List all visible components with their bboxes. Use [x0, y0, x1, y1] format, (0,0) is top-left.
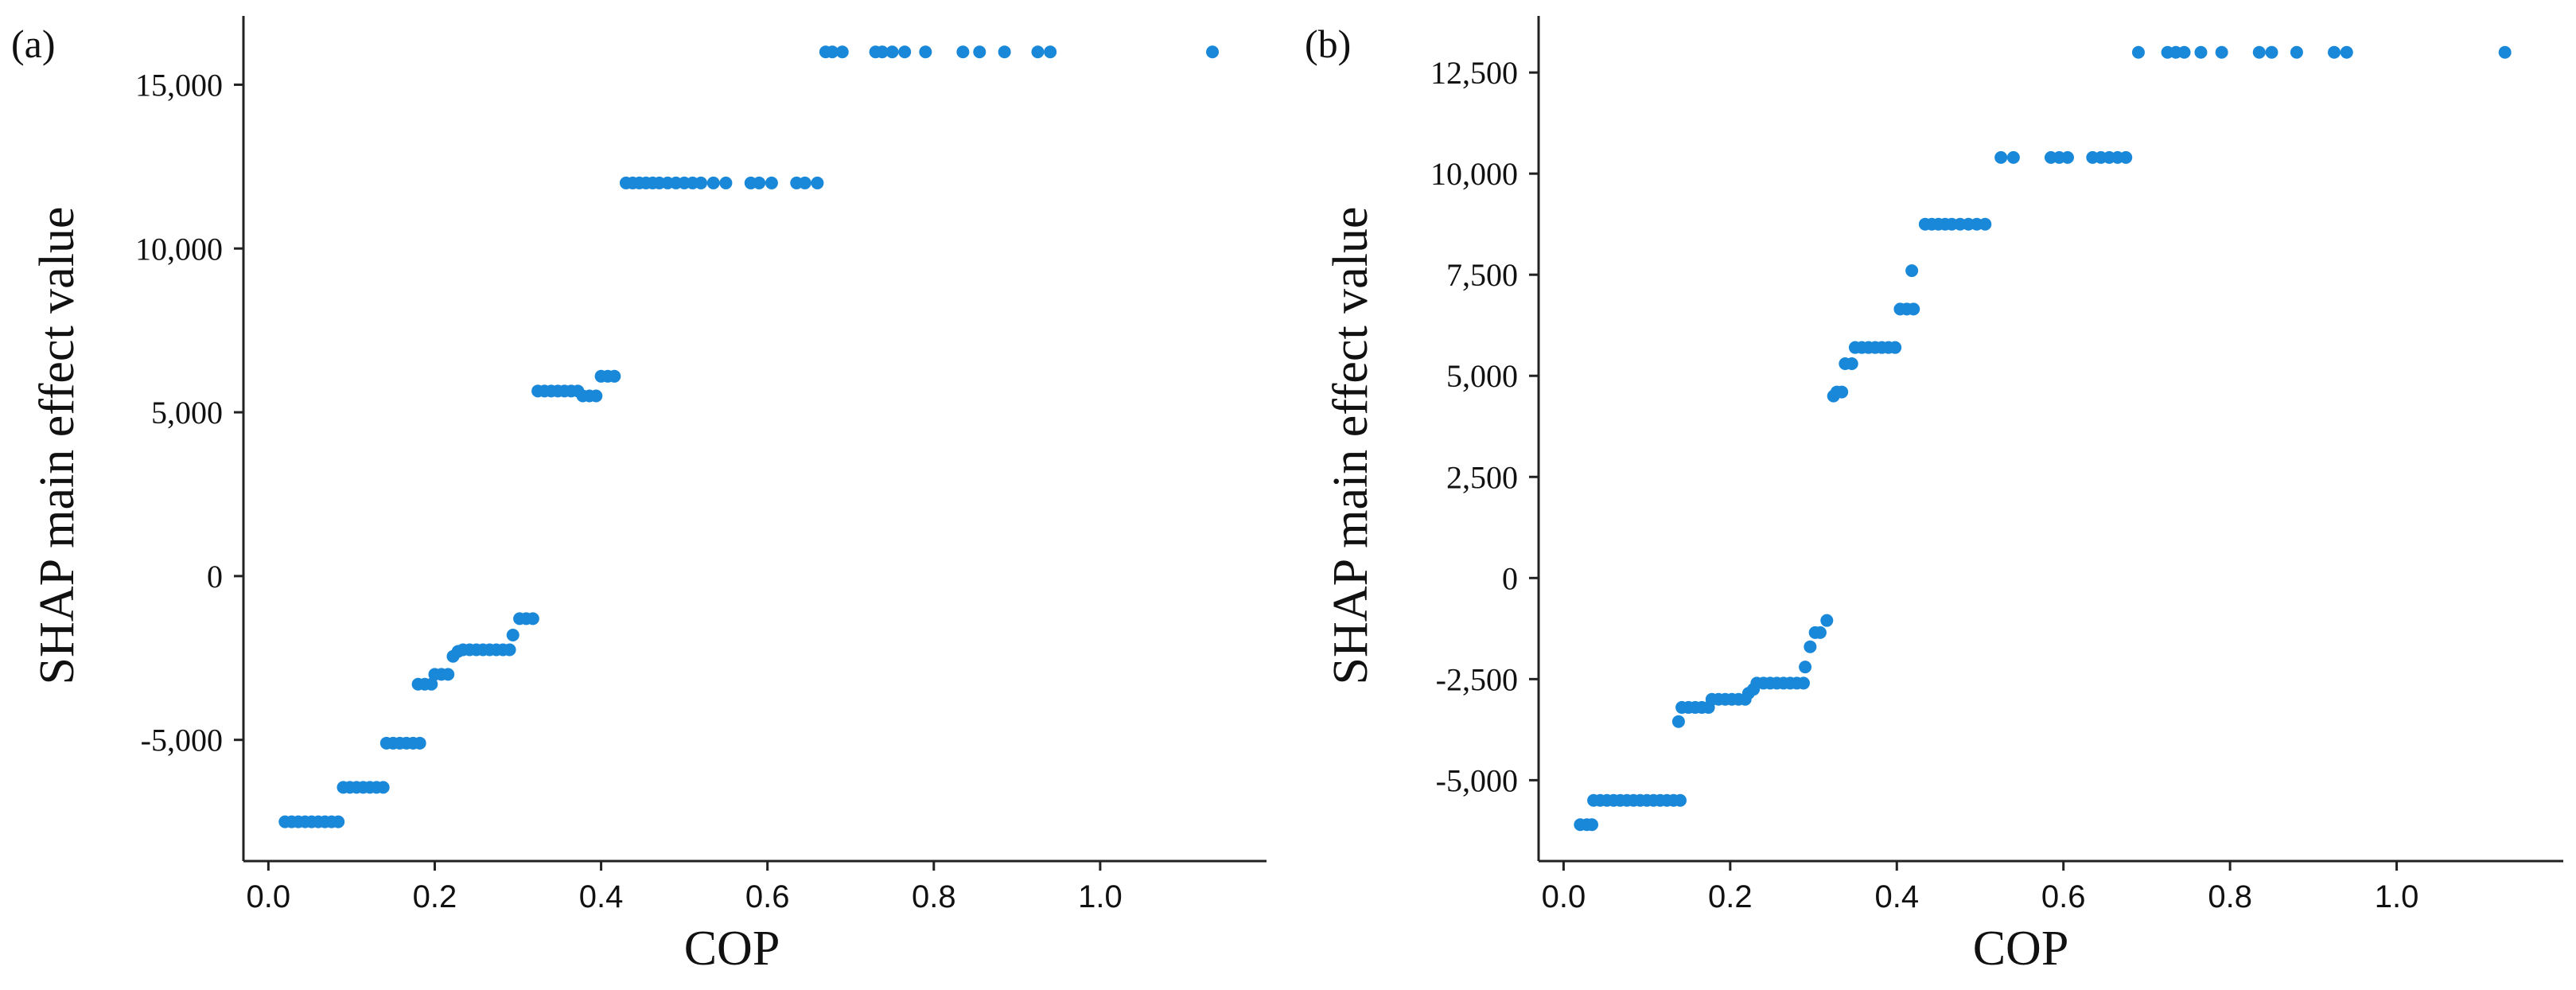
- data-point: [2119, 150, 2133, 164]
- data-point: [1799, 661, 1812, 674]
- data-point: [885, 45, 899, 59]
- data-point: [608, 369, 621, 383]
- y-tick-label: -5,000: [141, 723, 223, 758]
- data-point: [503, 643, 516, 657]
- y-ticks: -5,000 -2,500 0 2,500 5,000 7,500 10,000 12,500: [1430, 55, 1539, 798]
- y-tick-label: -5,000: [1436, 762, 1518, 798]
- y-tick-label: 0: [1502, 560, 1518, 596]
- data-point: [1979, 217, 1992, 231]
- x-tick-label: 0.2: [1708, 879, 1753, 914]
- data-point: [2498, 45, 2512, 59]
- data-point: [1835, 385, 1849, 399]
- data-point: [526, 612, 539, 626]
- data-point: [590, 389, 603, 403]
- data-point: [2006, 150, 2020, 164]
- data-point: [1804, 640, 1817, 653]
- data-point: [765, 176, 778, 189]
- x-axis-title: COP: [1973, 922, 2069, 976]
- x-tick-label: 0.6: [745, 879, 790, 914]
- data-point: [898, 45, 912, 59]
- x-tick-label: 0.4: [1874, 879, 1919, 914]
- data-point: [875, 45, 889, 59]
- data-point: [1674, 793, 1687, 807]
- y-tick-label: 10,000: [135, 231, 223, 267]
- data-point: [425, 677, 438, 691]
- y-tick-label: 2,500: [1446, 459, 1518, 495]
- data-point: [2328, 45, 2341, 59]
- data-point: [706, 176, 720, 189]
- x-tick-label: 0.2: [413, 879, 457, 914]
- data-point: [1044, 45, 1057, 59]
- data-point: [376, 781, 390, 794]
- data-point: [2290, 45, 2303, 59]
- data-point: [998, 45, 1011, 59]
- data-point: [2340, 45, 2353, 59]
- y-axis-title: SHAP main effect value: [30, 207, 84, 685]
- y-tick-label: 12,500: [1430, 55, 1518, 91]
- y-ticks: -5,000 0 5,000 10,000 15,000: [135, 67, 243, 758]
- data-point: [1994, 150, 2008, 164]
- data-point: [919, 45, 932, 59]
- panel-label: (b): [1305, 21, 1351, 66]
- data-point: [2215, 45, 2228, 59]
- y-tick-label: 10,000: [1430, 156, 1518, 192]
- data-point: [442, 668, 455, 681]
- y-tick-label: 5,000: [1446, 358, 1518, 394]
- data-point: [753, 176, 766, 189]
- data-point: [1813, 626, 1827, 639]
- data-point: [1889, 341, 1902, 354]
- data-point: [1905, 264, 1919, 278]
- data-point: [1206, 45, 1220, 59]
- data-point: [695, 176, 708, 189]
- x-tick-label: 0.0: [1542, 879, 1586, 914]
- data-point: [1845, 357, 1858, 370]
- data-point: [332, 815, 345, 828]
- y-tick-label: 7,500: [1446, 257, 1518, 293]
- data-point: [2060, 150, 2074, 164]
- data-point: [2194, 45, 2208, 59]
- x-tick-label: 0.4: [579, 879, 624, 914]
- x-tick-label: 0.0: [247, 879, 291, 914]
- y-tick-label: 5,000: [151, 395, 223, 431]
- x-ticks: 0.0 0.2 0.4 0.6 0.8 1.0: [1542, 861, 2419, 914]
- x-tick-label: 0.6: [2041, 879, 2086, 914]
- data-point: [1820, 614, 1834, 627]
- panel-b: (b) -5,000 -2,500 0 2,500 5,000 7,500 10,000 12…: [1305, 16, 2563, 976]
- x-tick-label: 0.8: [2208, 879, 2252, 914]
- x-axis-title: COP: [684, 922, 780, 976]
- x-tick-label: 1.0: [1078, 879, 1123, 914]
- data-point: [2265, 45, 2278, 59]
- x-tick-label: 1.0: [2375, 879, 2419, 914]
- data-point: [1907, 302, 1920, 316]
- x-ticks: 0.0 0.2 0.4 0.6 0.8 1.0: [247, 861, 1123, 914]
- y-tick-label: -2,500: [1436, 661, 1518, 697]
- y-tick-label: 15,000: [135, 67, 223, 103]
- y-tick-label: 0: [207, 559, 223, 594]
- y-axis-title: SHAP main effect value: [1324, 207, 1378, 685]
- data-point: [811, 176, 824, 189]
- data-point: [506, 628, 519, 641]
- data-point: [835, 45, 849, 59]
- data-point: [719, 176, 733, 189]
- data-point: [1796, 676, 1810, 690]
- data-point: [1586, 818, 1599, 832]
- x-tick-label: 0.8: [912, 879, 956, 914]
- data-point: [1671, 715, 1685, 728]
- data-point: [956, 45, 970, 59]
- data-point: [798, 176, 811, 189]
- data-point: [2252, 45, 2266, 59]
- panel-label: (a): [11, 21, 56, 66]
- data-points: [1574, 45, 2512, 832]
- data-point: [1031, 45, 1045, 59]
- data-point: [826, 45, 839, 59]
- data-points: [278, 45, 1220, 828]
- data-point: [413, 736, 426, 750]
- data-point: [973, 45, 986, 59]
- data-point: [2131, 45, 2145, 59]
- data-point: [2177, 45, 2191, 59]
